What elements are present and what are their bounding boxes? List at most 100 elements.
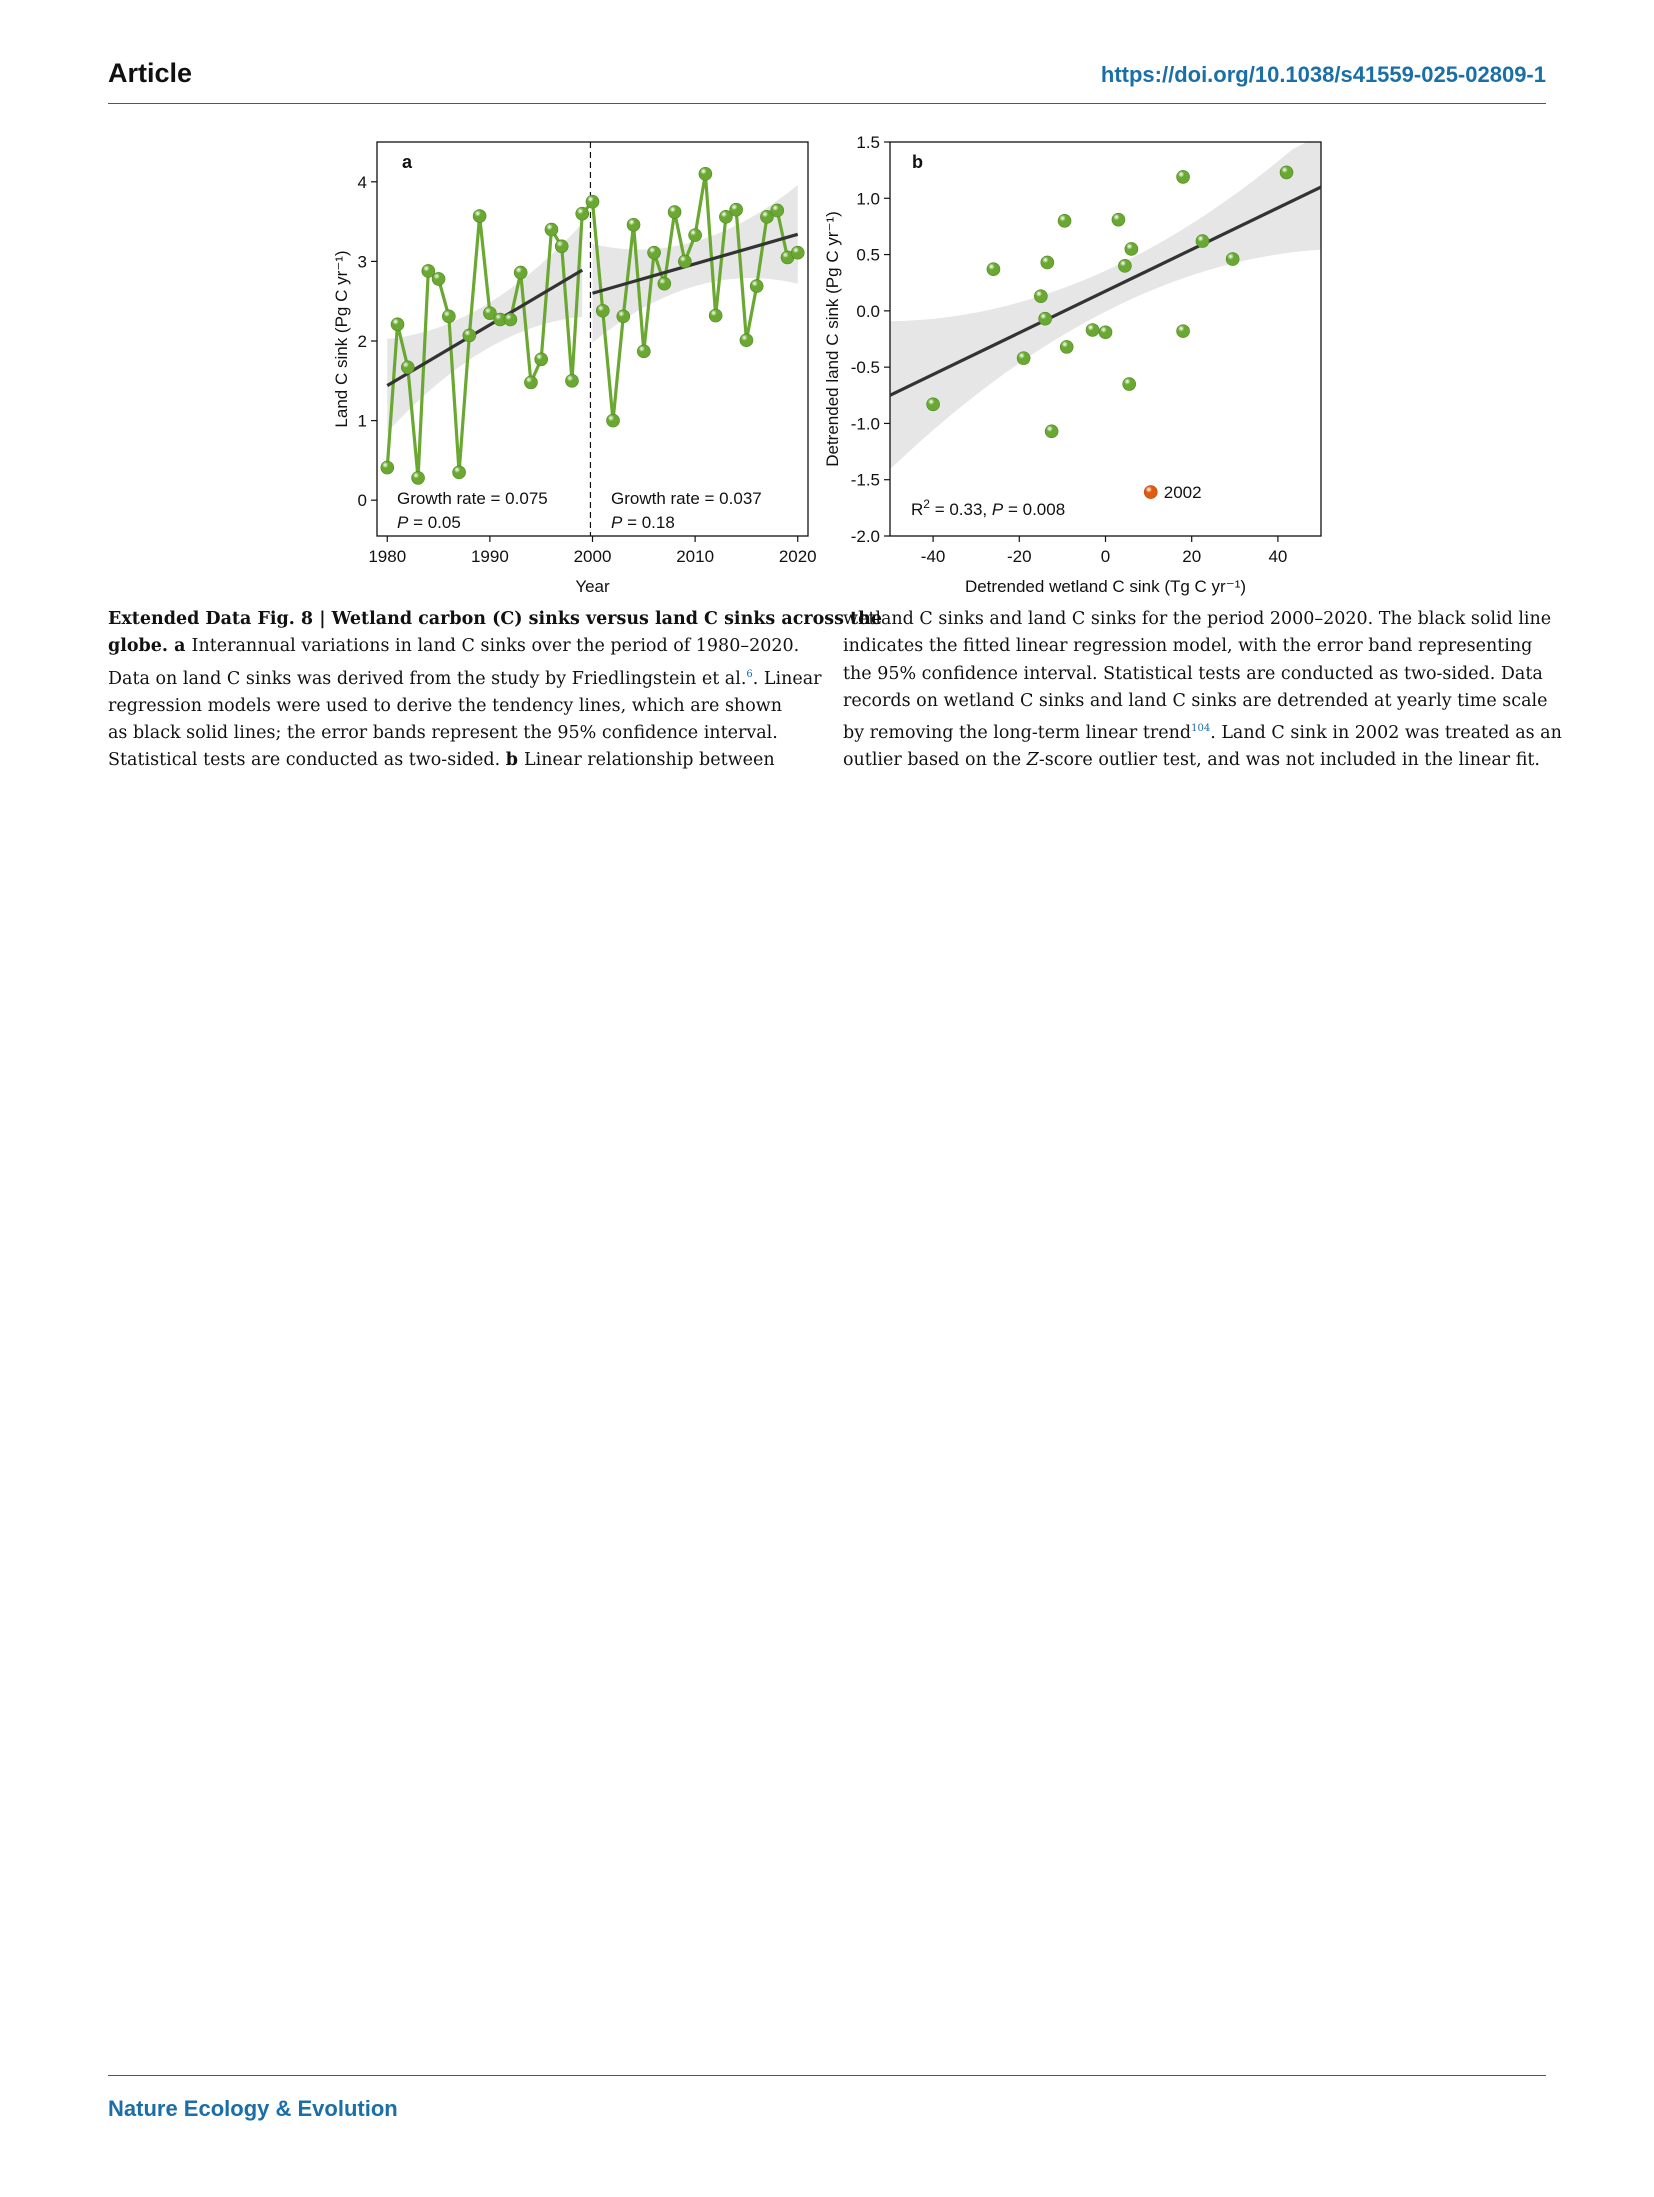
- data-point: [986, 262, 1001, 277]
- y-tick-label: 4: [358, 173, 367, 192]
- y-tick-label: 2: [358, 332, 367, 351]
- caption-line: by removing the long-term linear trend10…: [843, 723, 1562, 744]
- data-point: [1016, 351, 1031, 365]
- x-axis-label: Year: [575, 577, 610, 596]
- y-tick-label: 1.0: [856, 189, 880, 208]
- data-point: [1176, 170, 1190, 184]
- y-tick-label: 1: [358, 412, 367, 431]
- x-tick-label: 40: [1268, 547, 1287, 566]
- data-point: [790, 245, 805, 260]
- data-point: [1034, 289, 1048, 304]
- data-point: [626, 217, 641, 232]
- y-tick-label: -1.5: [851, 471, 880, 490]
- article-label: Article: [108, 58, 193, 88]
- data-point: [503, 312, 518, 327]
- caption-line: Data on land C sinks was derived from th…: [108, 668, 822, 689]
- x-tick-label: 1980: [368, 547, 406, 566]
- data-point: [678, 254, 692, 269]
- p-value-annotation: P = 0.18: [611, 513, 675, 532]
- x-tick-label: 2020: [779, 547, 817, 566]
- caption-right: wetland C sinks and land C sinks for the…: [843, 606, 1562, 775]
- data-point: [770, 203, 785, 218]
- panel-label-a: a: [402, 152, 413, 172]
- data-point: [1279, 165, 1294, 180]
- y-tick-label: 0.5: [856, 246, 880, 265]
- data-point: [472, 209, 487, 223]
- x-tick-label: 0: [1101, 547, 1110, 566]
- data-point: [1111, 212, 1126, 227]
- data-point: [647, 245, 661, 260]
- data-point: [1057, 214, 1072, 228]
- data-point: [1059, 340, 1074, 354]
- data-point: [729, 202, 743, 217]
- caption-line: Extended Data Fig. 8 | Wetland carbon (C…: [108, 609, 882, 629]
- caption-line: globe. a Interannual variations in land …: [108, 636, 800, 657]
- data-point: [739, 333, 754, 347]
- data-point: [544, 222, 559, 237]
- data-point: [1118, 259, 1132, 273]
- y-tick-label: 3: [358, 252, 367, 271]
- x-tick-label: 1990: [471, 547, 509, 566]
- data-point: [760, 210, 774, 224]
- caption-line: the 95% confidence interval. Statistical…: [843, 663, 1543, 684]
- data-point: [749, 279, 764, 293]
- x-tick-label: 20: [1182, 547, 1201, 566]
- x-tick-label: -20: [1007, 547, 1032, 566]
- data-point: [926, 397, 940, 412]
- data-point: [595, 303, 610, 318]
- caption-line: outlier based on the Z-score outlier tes…: [843, 750, 1540, 771]
- outlier-label: 2002: [1164, 483, 1202, 502]
- data-point: [431, 272, 446, 286]
- data-point: [1038, 311, 1052, 326]
- data-point: [1040, 255, 1055, 270]
- caption-line: wetland C sinks and land C sinks for the…: [843, 609, 1552, 629]
- y-tick-label: 0: [358, 491, 367, 510]
- data-point: [1085, 323, 1100, 337]
- panel-label-b: b: [912, 152, 923, 172]
- footer-rule: [108, 2075, 1546, 2076]
- data-point: [442, 309, 456, 324]
- y-tick-label: -2.0: [851, 527, 880, 546]
- growth-rate-annotation: Growth rate = 0.037: [611, 489, 762, 508]
- trend-line-2: [592, 232, 799, 295]
- y-tick-label: 0.0: [856, 302, 880, 321]
- data-point: [1176, 324, 1190, 338]
- outlier-point: [1143, 485, 1158, 499]
- data-point: [1124, 242, 1139, 256]
- x-axis-label: Detrended wetland C sink (Tg C yr⁻¹): [965, 577, 1246, 596]
- y-axis-label: Land C sink (Pg C yr⁻¹): [332, 250, 351, 427]
- data-point: [708, 308, 723, 323]
- reference-link[interactable]: 104: [1191, 723, 1211, 735]
- caption-line: records on wetland C sinks and land C si…: [843, 690, 1548, 711]
- data-point: [616, 309, 631, 324]
- data-point: [1195, 234, 1210, 248]
- data-point: [688, 228, 702, 242]
- data-point: [585, 194, 600, 209]
- data-point: [483, 306, 497, 320]
- data-point: [524, 375, 538, 390]
- data-point: [657, 276, 672, 291]
- x-tick-label: 2000: [574, 547, 612, 566]
- data-point: [513, 265, 528, 280]
- data-point: [534, 352, 548, 367]
- data-point: [637, 344, 651, 359]
- journal-name[interactable]: Nature Ecology & Evolution: [108, 2096, 398, 2121]
- growth-rate-annotation: Growth rate = 0.075: [397, 489, 548, 508]
- confidence-band: [890, 142, 1321, 470]
- data-point: [462, 328, 477, 343]
- header-rule: [108, 103, 1546, 104]
- y-tick-label: -0.5: [851, 358, 880, 377]
- data-point: [719, 210, 733, 224]
- p-value-annotation: P = 0.05: [397, 513, 461, 532]
- y-tick-label: 1.5: [856, 133, 880, 152]
- caption-line: regression models were used to derive th…: [108, 695, 782, 716]
- data-point: [554, 239, 569, 254]
- data-point: [380, 460, 395, 475]
- regression-line: [889, 185, 1322, 397]
- data-point: [452, 465, 466, 480]
- data-point: [421, 264, 436, 278]
- data-point: [565, 373, 579, 388]
- data-point: [400, 360, 415, 375]
- doi-link[interactable]: https://doi.org/10.1038/s41559-025-02809…: [1100, 62, 1546, 87]
- reference-link[interactable]: 6: [746, 668, 753, 680]
